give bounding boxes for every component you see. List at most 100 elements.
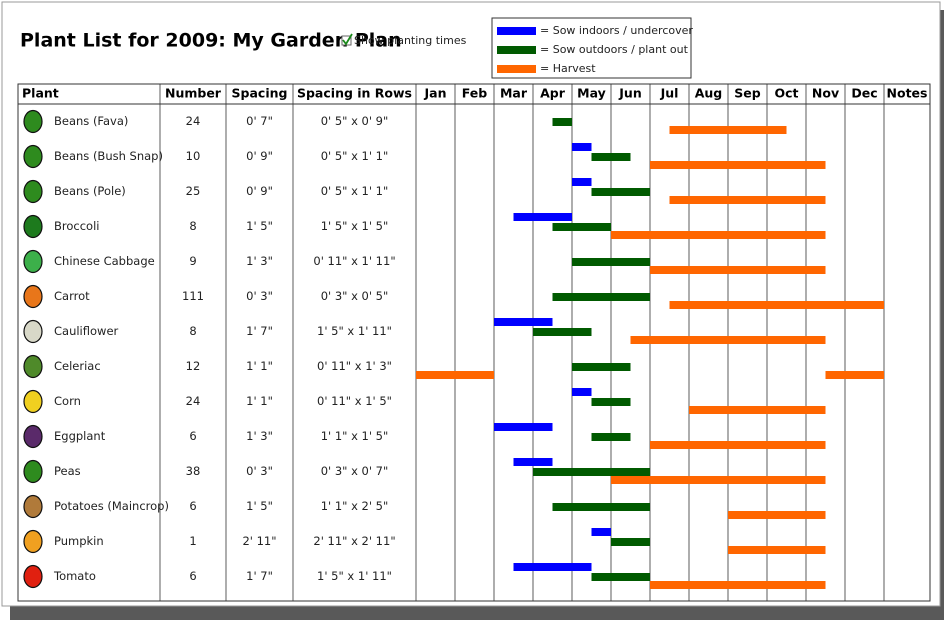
plant-number: 8 xyxy=(189,219,196,233)
row-spacing: 1' 5" x 1' 11" xyxy=(317,324,392,338)
sow-outdoors-bar xyxy=(591,153,631,161)
plant-spacing: 1' 5" xyxy=(246,499,273,513)
plant-icon xyxy=(23,459,43,484)
row-spacing: 0' 5" x 0' 9" xyxy=(321,114,389,128)
plant-icon xyxy=(23,529,43,554)
sow-indoors-bar xyxy=(591,528,611,536)
plant-icon xyxy=(23,214,43,239)
harvest-bar xyxy=(650,161,826,169)
sow-outdoors-bar xyxy=(591,398,631,406)
plant-icon xyxy=(23,354,43,379)
sow-outdoors-bar xyxy=(533,468,650,476)
harvest-bar xyxy=(728,546,826,554)
harvest-bar xyxy=(630,336,826,344)
checkbox[interactable] xyxy=(341,35,352,46)
column-header: Plant xyxy=(22,86,59,101)
sow-outdoors-bar xyxy=(552,293,650,301)
column-header: Jan xyxy=(424,86,447,101)
column-header: Nov xyxy=(812,86,839,101)
harvest-bar xyxy=(669,126,787,134)
plant-icon xyxy=(23,319,43,344)
table-frame xyxy=(17,83,931,602)
plant-name: Broccoli xyxy=(54,219,99,233)
column-header: Jul xyxy=(660,86,679,101)
sow-outdoors-bar xyxy=(572,363,631,371)
row-spacing: 0' 3" x 0' 7" xyxy=(321,464,389,478)
plant-name: Carrot xyxy=(54,289,90,303)
column-header: Oct xyxy=(774,86,798,101)
harvest-bar xyxy=(416,371,494,379)
plant-name: Pumpkin xyxy=(54,534,104,548)
plant-number: 8 xyxy=(189,324,196,338)
harvest-bar xyxy=(650,266,826,274)
harvest-bar xyxy=(728,511,826,519)
column-header: Apr xyxy=(540,86,566,101)
harvest-bar xyxy=(669,301,884,309)
plant-spacing: 0' 9" xyxy=(246,149,273,163)
plant-spacing: 0' 3" xyxy=(246,289,273,303)
harvest-bar xyxy=(650,581,826,589)
sow-outdoors-bar xyxy=(552,223,611,231)
legend-label: = Harvest xyxy=(540,62,596,75)
plant-spacing: 0' 3" xyxy=(246,464,273,478)
row-spacing: 1' 5" x 1' 11" xyxy=(317,569,392,583)
plant-icon xyxy=(23,249,43,274)
row-spacing: 0' 3" x 0' 5" xyxy=(321,289,389,303)
plant-icon xyxy=(23,179,43,204)
column-header: Sep xyxy=(734,86,760,101)
plant-icon xyxy=(23,109,43,134)
row-spacing: 0' 5" x 1' 1" xyxy=(321,149,389,163)
column-header: Mar xyxy=(500,86,528,101)
plant-icon xyxy=(23,389,43,414)
plant-name: Corn xyxy=(54,394,81,408)
plant-number: 38 xyxy=(186,464,201,478)
column-header: Feb xyxy=(462,86,488,101)
plant-name: Beans (Pole) xyxy=(54,184,126,198)
row-spacing: 1' 1" x 2' 5" xyxy=(321,499,389,513)
harvest-bar xyxy=(650,441,826,449)
plant-spacing: 1' 3" xyxy=(246,254,273,268)
planting-times-toggle[interactable]: Show planting times xyxy=(341,33,467,47)
sow-indoors-bar xyxy=(513,458,553,466)
plant-number: 1 xyxy=(189,534,196,548)
plant-number: 9 xyxy=(189,254,196,268)
plant-number: 12 xyxy=(186,359,201,373)
legend-swatch xyxy=(497,65,536,73)
plant-icon xyxy=(23,494,43,519)
sow-outdoors-bar xyxy=(591,188,650,196)
plant-icon xyxy=(23,144,43,169)
row-spacing: 2' 11" x 2' 11" xyxy=(313,534,395,548)
plant-icon xyxy=(23,424,43,449)
plant-spacing: 1' 1" xyxy=(246,394,273,408)
harvest-bar xyxy=(825,371,884,379)
row-spacing: 0' 5" x 1' 1" xyxy=(321,184,389,198)
plant-number: 6 xyxy=(189,499,196,513)
plant-name: Cauliflower xyxy=(54,324,119,338)
plant-spacing: 1' 7" xyxy=(246,569,273,583)
legend-label: = Sow indoors / undercover xyxy=(540,24,693,37)
sow-indoors-bar xyxy=(513,563,592,571)
plant-name: Potatoes (Maincrop) xyxy=(54,499,169,513)
sow-outdoors-bar xyxy=(591,433,631,441)
plant-number: 6 xyxy=(189,429,196,443)
sow-indoors-bar xyxy=(494,318,553,326)
plant-number: 24 xyxy=(186,114,201,128)
column-header: Notes xyxy=(887,86,928,101)
harvest-bar xyxy=(669,196,826,204)
plant-name: Peas xyxy=(54,464,81,478)
legend-label: = Sow outdoors / plant out xyxy=(540,43,689,56)
column-header: Aug xyxy=(695,86,723,101)
harvest-bar xyxy=(611,476,826,484)
sow-outdoors-bar xyxy=(591,573,650,581)
plant-name: Celeriac xyxy=(54,359,101,373)
column-header: Jun xyxy=(618,86,641,101)
sow-indoors-bar xyxy=(494,423,553,431)
plant-spacing: 0' 9" xyxy=(246,184,273,198)
row-spacing: 0' 11" x 1' 11" xyxy=(313,254,395,268)
sow-outdoors-bar xyxy=(533,328,592,336)
checkbox-label[interactable]: Show planting times xyxy=(354,34,467,47)
plant-name: Beans (Bush Snap) xyxy=(54,149,163,163)
sow-indoors-bar xyxy=(572,388,592,396)
